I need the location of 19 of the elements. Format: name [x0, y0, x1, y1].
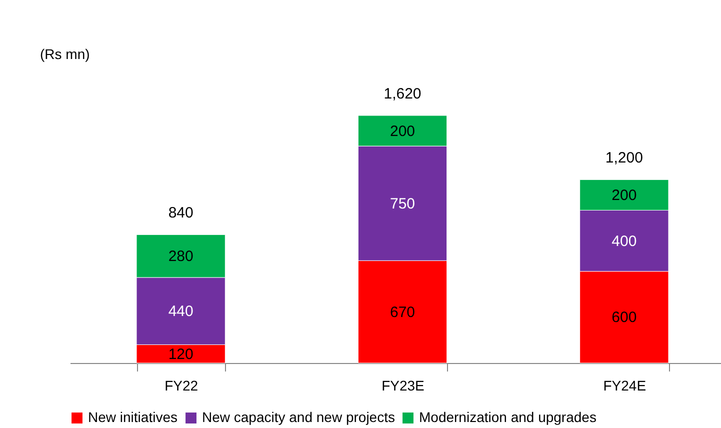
x-tick-label: FY24E — [603, 378, 646, 394]
data-label: 670 — [390, 304, 416, 321]
x-tick-label: FY22 — [164, 378, 198, 394]
total-label: 840 — [168, 204, 194, 222]
data-label: 400 — [612, 232, 637, 250]
legend-label: Modernization and upgrades — [419, 409, 596, 425]
data-label: 280 — [168, 248, 194, 266]
data-label: 600 — [612, 309, 637, 326]
legend-label: New capacity and new projects — [202, 409, 395, 425]
total-label: 1,200 — [605, 150, 643, 167]
legend-label: New initiatives — [88, 409, 178, 425]
data-label: 120 — [168, 346, 194, 363]
data-label: 200 — [612, 186, 637, 204]
data-label: 200 — [390, 122, 416, 140]
text: (Rs mn) — [40, 46, 90, 62]
data-label: 440 — [168, 303, 194, 320]
x-tick-label: FY23E — [382, 378, 424, 394]
total-label: 1,620 — [384, 86, 422, 102]
data-label: 750 — [390, 195, 416, 212]
